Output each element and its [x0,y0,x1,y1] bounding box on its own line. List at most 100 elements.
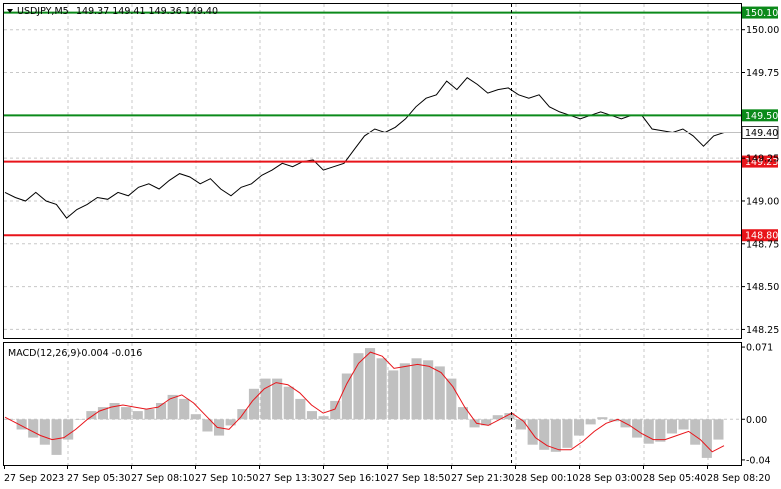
macd-histogram-bar [190,414,201,420]
macd-histogram-bar [365,348,376,420]
macd-tick-label: 0.071 [746,343,773,354]
time-tick-label: 27 Sep 05:30 [67,473,130,484]
macd-histogram-bar [225,419,236,426]
macd-histogram-bar [632,419,643,438]
macd-histogram-bar [283,386,294,420]
macd-histogram-bar [341,373,352,420]
time-tick-label: 28 Sep 08:20 [707,473,770,484]
macd-histogram-bar [179,398,190,420]
macd-histogram-bar [97,407,108,420]
macd-histogram-bar [574,419,585,436]
macd-histogram-bar [260,378,271,420]
macd-histogram-bar [539,419,550,450]
price-tick-label: 148.25 [746,325,779,336]
macd-histogram-bar [457,407,468,420]
level-price-tag [742,109,778,122]
macd-histogram-bar [399,363,410,420]
macd-histogram-bar [156,403,167,420]
macd-histogram-bar [306,411,317,420]
levels: 150.10 149.50 149.40 149.23 148.80 [4,6,779,242]
macd-histogram-bar [690,419,701,445]
macd-histogram-bar [666,419,677,434]
price-tick-label: 149.75 [746,68,779,79]
level-price-tag [742,229,778,242]
macd-histogram-bar [272,378,283,420]
time-tick-label: 28 Sep 05:40 [643,473,706,484]
time-tick-label: 27 Sep 08:10 [131,473,194,484]
level-price-label: 149.50 [745,111,778,122]
macd-histogram-bar [516,419,527,430]
time-tick-label: 27 Sep 2023 [4,473,64,484]
price-pane-frame [3,3,742,339]
macd-histogram-bar [74,419,85,420]
macd-histogram-bar [295,398,306,420]
macd-histogram-bar [132,411,143,420]
macd-header: MACD(12,26,9) -0.004 -0.016 [8,348,142,359]
macd-histogram-bar [713,419,724,440]
time-axis: 27 Sep 2023 27 Sep 05:30 27 Sep 08:10 27 Se… [4,465,770,484]
macd-histogram-bar [678,419,689,430]
macd-histogram-bar [39,419,50,445]
ohlc-values: 149.37 149.41 149.36 149.40 [76,6,218,17]
time-tick-label: 27 Sep 10:50 [195,473,258,484]
macd-histogram-bar [109,403,120,420]
macd-values: -0.004 -0.016 [78,348,142,359]
macd-histogram-bar [330,400,341,420]
macd-histogram-bar [16,419,27,430]
macd-histogram-bar [63,419,74,440]
macd-histogram-bar [411,358,422,420]
macd-histogram-bar [585,419,596,425]
macd-histogram-bar [527,419,538,445]
macd-histogram-bar [469,419,480,428]
macd-histogram-bar [597,417,608,420]
macd-histogram-bar [434,366,445,420]
level-price-tag [742,155,778,168]
macd-tick-label: 0.00 [746,415,767,426]
macd-histogram-bar [423,360,434,420]
macd-histogram-bar [376,358,387,420]
level-price-label: 148.80 [745,231,778,242]
price-axis: 150.00 149.75 149.25 149.00 148.75 148.50 148.… [741,25,779,336]
macd-histogram-bar [655,419,666,442]
macd-tick-label: -0.04 [746,455,771,466]
price-tick-label: 150.00 [746,25,779,36]
macd-histogram-bar [504,413,515,420]
time-tick-label: 27 Sep 21:30 [451,473,514,484]
macd-histogram-bar [701,419,712,458]
macd-histogram-bar [248,388,259,420]
macd-histogram [5,348,724,458]
macd-label: MACD(12,26,9) [8,348,80,359]
macd-histogram-bar [550,419,561,452]
time-tick-label: 28 Sep 00:10 [515,473,578,484]
macd-axis: 0.071 0.00 -0.04 [741,343,773,466]
price-tick-label: 148.50 [746,282,779,293]
macd-histogram-bar [446,378,457,420]
dropdown-triangle-icon[interactable] [7,9,13,13]
level-price-label: 149.23 [745,157,778,168]
macd-histogram-bar [144,409,155,420]
current-price-tag [741,126,779,139]
price-line [4,77,725,219]
symbol-header[interactable]: USDJPY,M5 149.37 149.41 149.36 149.40 [7,6,218,17]
macd-histogram-bar [353,353,364,420]
macd-histogram-bar [121,407,132,420]
macd-histogram-bar [481,419,492,426]
time-tick-label: 27 Sep 16:10 [323,473,386,484]
price-tick-label: 149.00 [746,196,779,207]
level-price-tag [742,6,778,19]
macd-histogram-bar [167,394,178,420]
level-price-label: 150.10 [745,8,778,19]
time-tick-label: 27 Sep 18:50 [387,473,450,484]
macd-histogram-bar [318,416,329,420]
time-tick-label: 28 Sep 03:00 [579,473,642,484]
time-tick-label: 27 Sep 13:30 [259,473,322,484]
symbol-label: USDJPY,M5 [17,6,69,17]
macd-histogram-bar [202,419,213,432]
macd-histogram-bar [562,419,573,448]
macd-histogram-bar [28,419,39,438]
current-price-label: 149.40 [745,128,778,139]
macd-histogram-bar [388,370,399,420]
price-tick-label: 148.75 [746,239,779,250]
macd-histogram-bar [86,411,97,420]
